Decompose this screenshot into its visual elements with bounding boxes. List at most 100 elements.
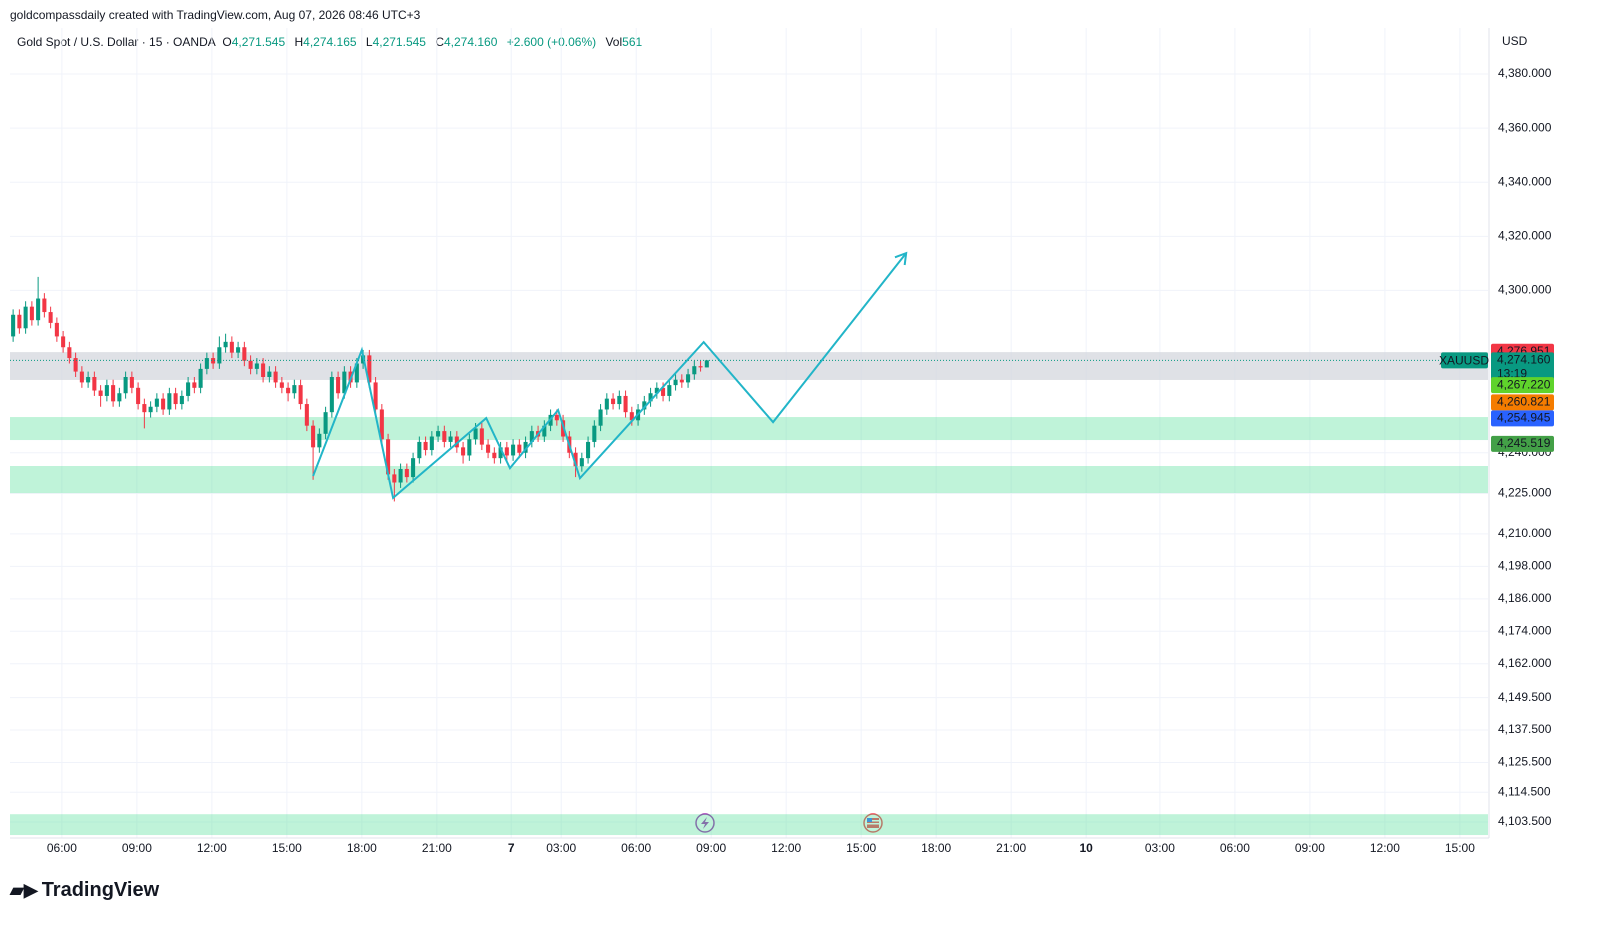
x-tick-label: 7	[508, 841, 515, 855]
candle-body	[142, 404, 147, 413]
price-label-box	[1491, 410, 1554, 427]
y-tick-label: 4,125.500	[1498, 755, 1552, 769]
x-tick-label: 12:00	[1370, 841, 1400, 855]
candle-body	[486, 444, 491, 453]
candle-body	[248, 360, 253, 369]
x-tick-label: 09:00	[696, 841, 726, 855]
candle-body	[667, 385, 672, 396]
candle-body	[573, 452, 578, 467]
x-tick-label: 12:00	[771, 841, 801, 855]
candle-body	[379, 409, 384, 440]
candle-body	[229, 341, 234, 353]
candle-body	[117, 393, 122, 402]
zone	[10, 417, 1488, 441]
candle-body	[304, 404, 309, 426]
candle-body	[436, 431, 441, 437]
volume: 561	[622, 35, 643, 49]
candle-body	[104, 385, 109, 396]
price-label: 4,260.821	[1497, 395, 1551, 409]
candle-body	[423, 441, 428, 451]
candle-body	[98, 390, 103, 396]
candle-body	[286, 387, 291, 394]
candle-body	[167, 393, 172, 410]
candle-body	[648, 393, 653, 402]
candle-body	[367, 355, 372, 383]
symbol-tag-text: XAUUSD	[1439, 354, 1489, 368]
currency: USD	[1502, 34, 1528, 48]
candle-body	[236, 347, 241, 353]
x-tick-label: 15:00	[1445, 841, 1475, 855]
event-icon[interactable]	[695, 813, 715, 833]
event-icon[interactable]	[863, 813, 883, 833]
ohlc-key: H	[294, 35, 304, 49]
y-tick-label: 4,137.500	[1498, 722, 1552, 736]
candle-body	[129, 376, 134, 388]
candle-body	[479, 428, 484, 445]
candle-body	[179, 395, 184, 405]
candle-body	[611, 398, 616, 405]
candle-body	[542, 425, 547, 437]
price-label: 4,267.220	[1497, 377, 1551, 391]
candle-body	[61, 336, 66, 348]
candle-body	[704, 360, 709, 368]
logo-icon: ▰▶	[10, 880, 38, 900]
x-tick-label: 21:00	[996, 841, 1026, 855]
ohlc-value: 4,271.545	[372, 35, 426, 49]
x-tick-label: 09:00	[1295, 841, 1325, 855]
x-tick-label: 18:00	[921, 841, 951, 855]
candle-body	[86, 376, 91, 383]
y-tick-label: 4,360.000	[1498, 120, 1552, 134]
candle-body	[23, 306, 28, 329]
candle-body	[73, 358, 78, 372]
x-tick-label: 15:00	[846, 841, 876, 855]
candle-body	[92, 376, 97, 391]
y-tick-label: 4,103.500	[1498, 814, 1552, 828]
candle-body	[311, 425, 316, 448]
candle-body	[192, 382, 197, 388]
candle-body	[454, 436, 459, 448]
x-tick-label: 09:00	[122, 841, 152, 855]
candle-body	[511, 444, 516, 456]
candle-body	[629, 412, 634, 421]
y-tick-label: 4,114.500	[1498, 784, 1551, 798]
candle-body	[217, 347, 222, 364]
change: +2.600 (+0.06%)	[506, 35, 597, 49]
candle-body	[623, 395, 628, 413]
candle-body	[679, 379, 684, 383]
price-label: 4,274.160	[1497, 353, 1551, 367]
candle-body	[342, 371, 347, 394]
y-tick-label: 4,198.000	[1498, 559, 1552, 573]
candle-body	[111, 385, 116, 402]
candle-body	[398, 468, 403, 483]
candle-body	[11, 314, 16, 337]
watermark-text: TradingView	[41, 879, 160, 901]
candle-body	[604, 398, 609, 410]
price-label: 4,245.519	[1497, 436, 1551, 450]
x-tick-label: 18:00	[347, 841, 377, 855]
candle-body	[354, 363, 359, 383]
candle-body	[329, 376, 334, 413]
candle-body	[204, 358, 209, 369]
x-tick-label: 10	[1079, 841, 1093, 855]
candle-body	[442, 431, 447, 442]
candle-body	[48, 312, 53, 323]
x-tick-label: 15:00	[272, 841, 302, 855]
countdown: 13:19	[1497, 367, 1527, 381]
candle-body	[417, 441, 422, 459]
x-tick-label: 21:00	[422, 841, 452, 855]
candle-body	[598, 409, 603, 426]
credit: goldcompassdaily created with TradingVie…	[10, 8, 421, 22]
candle-body	[242, 347, 247, 361]
candle-body	[692, 366, 697, 375]
x-tick-label: 03:00	[1145, 841, 1175, 855]
symbol-legend: Gold Spot / U.S. Dollar · 15 · OANDA O4,…	[17, 35, 648, 49]
symbol-tag	[1441, 352, 1488, 369]
x-tick-label: 06:00	[621, 841, 651, 855]
candle-body	[254, 363, 259, 369]
y-tick-label: 4,149.500	[1498, 690, 1552, 704]
projection-path	[312, 252, 907, 500]
candle-body	[42, 298, 47, 313]
candle-body	[554, 414, 559, 421]
candle-body	[79, 371, 84, 383]
candle-body	[654, 387, 659, 394]
